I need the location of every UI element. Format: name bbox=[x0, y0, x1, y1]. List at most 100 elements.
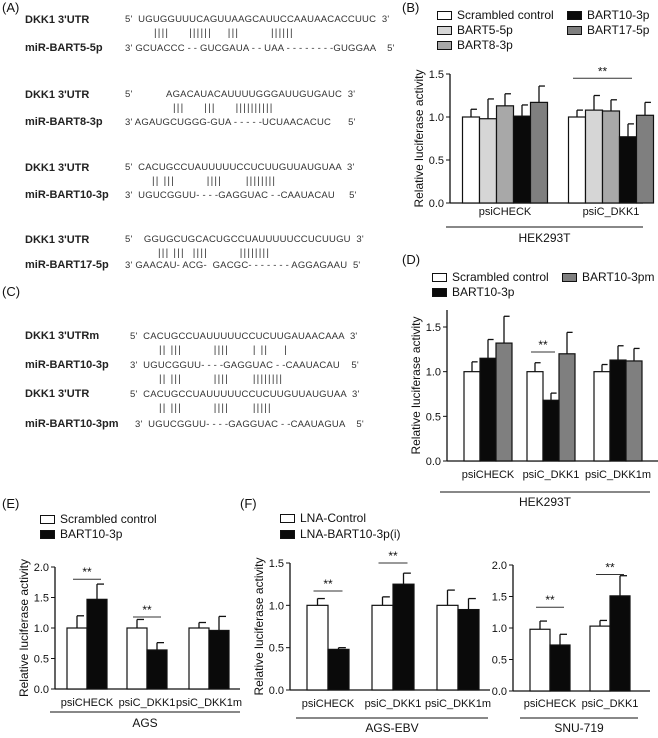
base-pairs: ||| ||| |||| |||||||| bbox=[158, 248, 271, 259]
category-label: psiC_DKK1 bbox=[582, 698, 639, 710]
y-tick-label: 1.5 bbox=[269, 558, 284, 570]
category-label: psiCHECK bbox=[302, 698, 355, 710]
y-tick-label: 1.0 bbox=[429, 112, 444, 124]
y-tick-label: 0.5 bbox=[269, 643, 284, 655]
base-pairs: || ||| |||| ||||| bbox=[159, 403, 272, 414]
bar-lna-bart10-3p-i- bbox=[327, 648, 350, 691]
legend-label: BART10-3pm bbox=[582, 270, 655, 284]
y-tick-label: 0.5 bbox=[429, 155, 444, 167]
legend-label: LNA-Control bbox=[300, 511, 367, 525]
bar-lna-control bbox=[371, 604, 394, 691]
y-tick-label: 1.0 bbox=[34, 623, 49, 635]
legend-label: BART10-3p bbox=[587, 8, 650, 22]
legend-swatch bbox=[567, 10, 582, 20]
legend-item: BART5-5p bbox=[437, 23, 513, 37]
mirna-sequence: 3' UGUCGGUU- - - -GAGGUAC - -CAAUACAU 5' bbox=[125, 190, 357, 201]
bar-lna-control bbox=[589, 625, 611, 692]
target-name: DKK1 3'UTR bbox=[25, 388, 90, 400]
bar-lna-control bbox=[529, 628, 551, 692]
y-tick-label: 1.0 bbox=[426, 367, 441, 379]
panel-label-e: (E) bbox=[2, 496, 20, 511]
legend-label: Scrambled control bbox=[60, 512, 157, 526]
target-sequence: 5' CACUGCCUAUUUUUCCUCUUGUUAUGUAA 3' bbox=[130, 389, 360, 400]
legend-label: BART8-3p bbox=[457, 38, 513, 52]
legend-item: LNA-BART10-3p(i) bbox=[280, 527, 400, 541]
legend-label: LNA-BART10-3p(i) bbox=[300, 527, 401, 541]
target-sequence: 5' CACUGCCUAUUUUUCCUCUUGAUAACAAA 3' bbox=[130, 331, 358, 342]
legend-swatch bbox=[432, 272, 447, 282]
mirna-sequence: 3' GAACAU- ACG- GACGC- - - - - - - AGGAG… bbox=[125, 260, 361, 271]
target-sequence: 5' AGACAUACAUUUUGGGAUUGUGAUC 3' bbox=[125, 89, 356, 100]
legend-item: BART10-3pm bbox=[562, 270, 654, 284]
legend-swatch bbox=[40, 529, 55, 539]
legend-swatch bbox=[437, 10, 452, 20]
target-sequence: 5' GGUGCUGCACUGCCUAUUUUUCCUCUUGU 3' bbox=[125, 234, 364, 245]
category-label: psiCHECK bbox=[61, 697, 114, 709]
base-pairs: || ||| |||| |||||||| bbox=[159, 374, 284, 385]
category-label: psiC_DKK1 bbox=[365, 698, 422, 710]
panel-label-c: (C) bbox=[2, 284, 21, 299]
x-axis-label: SNU-719 bbox=[554, 721, 604, 735]
legend-item: BART10-3p bbox=[40, 527, 122, 541]
mirna-sequence: 3' UGUCGGUU- - - -GAGGUAC - -CAAUACAU 5' bbox=[130, 360, 359, 371]
legend-swatch bbox=[280, 513, 295, 523]
target-sequence: 5' CACUGCCUAUUUUUCCUCUUGUUAUGUAA 3' bbox=[125, 162, 355, 173]
legend-swatch bbox=[567, 25, 582, 35]
target-name: DKK1 3'UTR bbox=[25, 234, 90, 246]
legend-item: BART10-3p bbox=[567, 8, 649, 22]
bar-lna-bart10-3p-i- bbox=[549, 644, 571, 692]
y-tick-label: 1.5 bbox=[492, 592, 507, 604]
legend-label: BART5-5p bbox=[457, 23, 513, 37]
category-label: psiC_DKK1 bbox=[583, 206, 640, 218]
base-pairs: || ||| |||| |||||||| bbox=[152, 176, 277, 187]
bar-bart17-5p bbox=[635, 114, 655, 204]
bar-lna-bart10-3p-i- bbox=[457, 608, 480, 691]
bar-bart10-3pm bbox=[625, 360, 643, 462]
legend-label: BART10-3p bbox=[60, 527, 123, 541]
legend-swatch bbox=[437, 40, 452, 50]
target-name: DKK1 3'UTRm bbox=[25, 330, 100, 342]
legend-item: LNA-Control bbox=[280, 511, 366, 525]
category-label: psiC_DKK1m bbox=[585, 469, 651, 481]
legend-swatch bbox=[437, 25, 452, 35]
y-axis-label: Relative luciferase activity bbox=[252, 557, 266, 695]
bar-scrambled-control bbox=[126, 627, 148, 690]
bar-bart10-3p bbox=[609, 359, 627, 462]
y-tick-label: 0.5 bbox=[34, 654, 49, 666]
significance-label: ** bbox=[545, 593, 555, 607]
legend-swatch bbox=[280, 529, 295, 539]
bar-bart10-3p bbox=[479, 357, 497, 462]
y-tick-label: 0.5 bbox=[492, 655, 507, 667]
bar-bart10-3p bbox=[512, 115, 532, 204]
mirna-name: miR-BART10-3p bbox=[25, 189, 109, 201]
y-axis-label: Relative luciferase activity bbox=[412, 69, 426, 207]
y-tick-label: 2.0 bbox=[492, 560, 507, 572]
mirna-sequence: 3' GCUACCC - - GUCGAUA - - UAA - - - - -… bbox=[125, 43, 395, 54]
bar-scrambled-control bbox=[526, 371, 544, 462]
mirna-name: miR-BART5-5p bbox=[25, 42, 103, 54]
significance-label: ** bbox=[142, 603, 152, 617]
bar-bart10-3pm bbox=[558, 353, 576, 462]
mirna-name: miR-BART10-3pm bbox=[25, 418, 119, 430]
legend-label: Scrambled control bbox=[452, 270, 549, 284]
legend-item: BART17-5p bbox=[567, 23, 649, 37]
bar-scrambled-control bbox=[567, 116, 587, 204]
panel-label-a: (A) bbox=[2, 0, 20, 15]
bar-scrambled-control bbox=[463, 371, 481, 462]
y-tick-label: 0.0 bbox=[429, 198, 444, 210]
legend-swatch bbox=[432, 287, 447, 297]
panel-label-b: (B) bbox=[402, 0, 420, 15]
target-name: DKK1 3'UTR bbox=[25, 162, 90, 174]
mirna-sequence: 3' AGAUGCUGGG-GUA - - - - -UCUAACACUC 5' bbox=[125, 117, 356, 128]
y-tick-label: 1.5 bbox=[426, 322, 441, 334]
panel-label-f: (F) bbox=[240, 496, 257, 511]
target-name: DKK1 3'UTR bbox=[25, 14, 90, 26]
bar-scrambled-control bbox=[188, 627, 210, 690]
bar-scrambled-control bbox=[461, 116, 481, 204]
legend-label: Scrambled control bbox=[457, 8, 554, 22]
mirna-name: miR-BART8-3p bbox=[25, 116, 103, 128]
base-pairs: |||| |||||| ||| |||||| bbox=[154, 28, 294, 39]
bar-scrambled-control bbox=[66, 627, 88, 690]
legend-item: Scrambled control bbox=[432, 270, 549, 284]
y-tick-label: 1.0 bbox=[492, 623, 507, 635]
